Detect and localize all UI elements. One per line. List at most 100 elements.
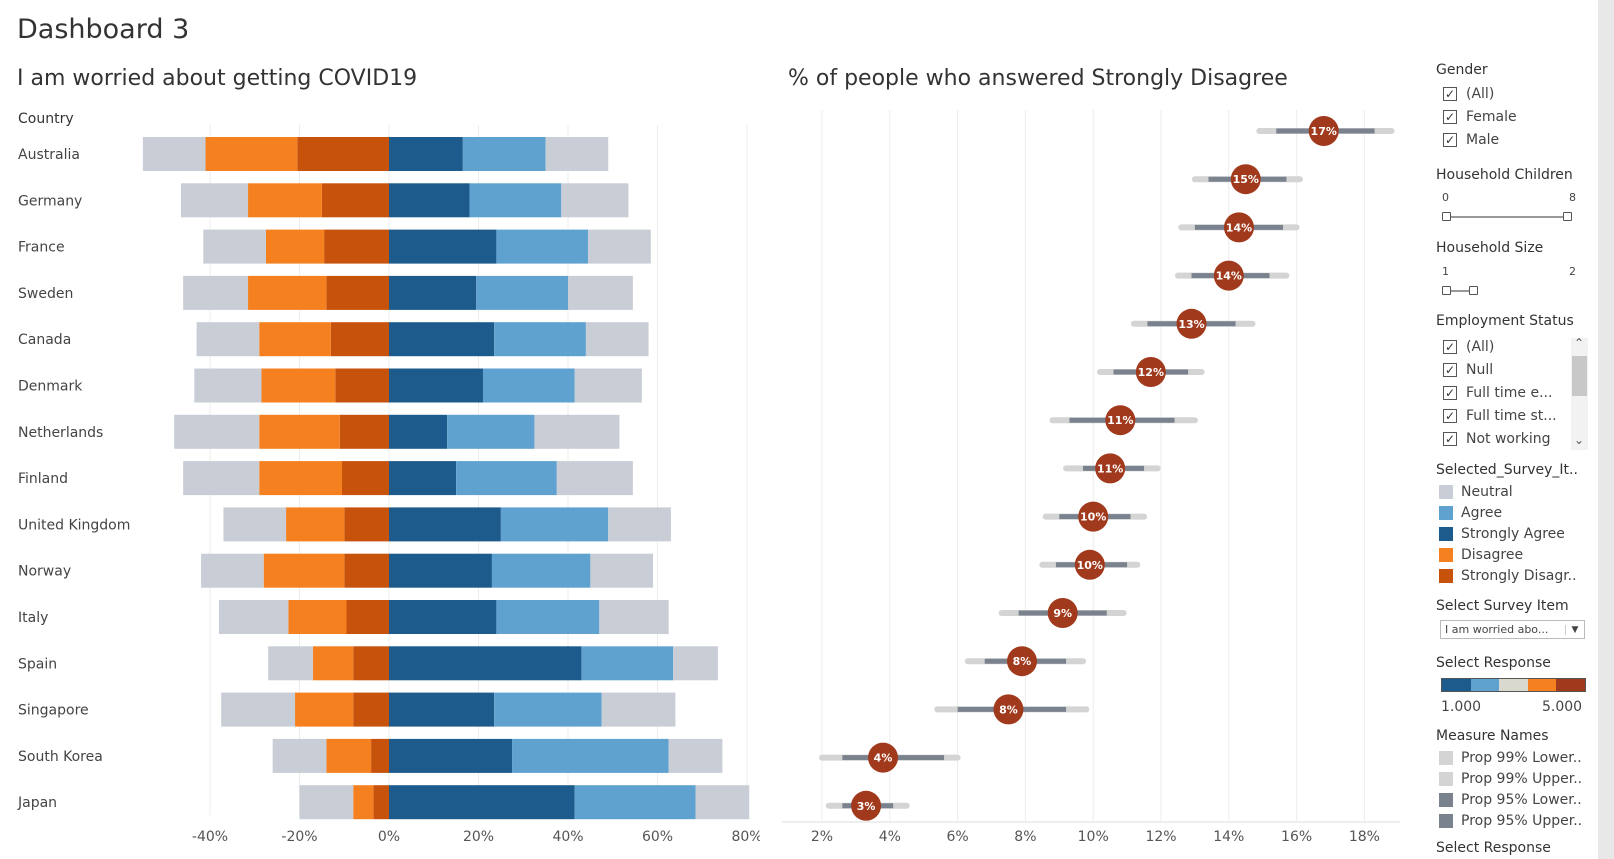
measure-item-prop99-upper[interactable]: Prop 99% Upper.. xyxy=(1439,769,1582,789)
bar-segment xyxy=(534,414,620,449)
checkbox-checked-icon[interactable]: ✓ xyxy=(1443,133,1457,147)
legend-item-agree[interactable]: Agree xyxy=(1439,503,1502,523)
checkbox-checked-icon[interactable]: ✓ xyxy=(1443,386,1457,400)
bar-segment xyxy=(389,322,495,357)
bar-segment xyxy=(248,183,322,218)
response-range-min: 1.000 xyxy=(1441,699,1482,715)
survey-item-dropdown[interactable]: I am worried abo... ▼ xyxy=(1440,620,1585,639)
bar-segment xyxy=(389,553,492,588)
bar-segment xyxy=(259,414,340,449)
x-tick-label: 20% xyxy=(463,829,494,845)
proportion-label: 9% xyxy=(1053,607,1072,620)
household-children-max-handle[interactable] xyxy=(1563,212,1572,221)
proportion-dot xyxy=(1213,260,1244,291)
household-size-min-handle[interactable] xyxy=(1442,286,1451,295)
bar-segment xyxy=(456,461,557,496)
proportion-dot xyxy=(851,790,882,821)
bar-segment xyxy=(248,275,327,310)
bar-segment xyxy=(259,461,343,496)
checkbox-checked-icon[interactable]: ✓ xyxy=(1443,340,1457,354)
bar-segment xyxy=(494,692,602,727)
right-chart-title: % of people who answered Strongly Disagr… xyxy=(788,66,1288,91)
employment-option-not-working[interactable]: ✓ Not working xyxy=(1443,431,1551,447)
bar-segment xyxy=(174,414,260,449)
checkbox-checked-icon[interactable]: ✓ xyxy=(1443,363,1457,377)
bar-segment xyxy=(389,600,497,634)
country-label: Germany xyxy=(18,193,82,209)
bar-segment xyxy=(321,183,389,218)
dropdown-arrow-icon[interactable]: ▼ xyxy=(1565,624,1584,635)
bar-segment xyxy=(180,183,249,218)
household-size-max-handle[interactable] xyxy=(1469,286,1478,295)
proportion-label: 15% xyxy=(1233,173,1259,186)
page-scrollbar[interactable] xyxy=(1598,0,1614,859)
legend-swatch xyxy=(1439,527,1453,541)
country-label: United Kingdom xyxy=(18,517,130,533)
gender-option-all[interactable]: ✓ (All) xyxy=(1443,86,1495,102)
employment-option-null[interactable]: ✓ Null xyxy=(1443,362,1494,378)
bar-segment xyxy=(330,322,389,357)
bar-segment xyxy=(326,275,389,310)
checkbox-checked-icon[interactable]: ✓ xyxy=(1443,110,1457,124)
x-tick-label: 10% xyxy=(1078,829,1109,845)
employment-scrollbar[interactable]: ⌃ ⌄ xyxy=(1571,336,1588,450)
country-label: Singapore xyxy=(18,703,89,719)
legend-item-neutral[interactable]: Neutral xyxy=(1439,482,1513,502)
bar-segment xyxy=(574,785,696,820)
employment-option-full-time-employed[interactable]: ✓ Full time e... xyxy=(1443,385,1553,401)
legend-item-strongly-disagree[interactable]: Strongly Disagr.. xyxy=(1439,566,1577,586)
proportion-dot xyxy=(1135,357,1166,387)
measure-item-prop95-upper[interactable]: Prop 95% Upper.. xyxy=(1439,811,1582,831)
bar-segment xyxy=(512,738,669,773)
employment-option-full-time-student[interactable]: ✓ Full time st... xyxy=(1443,408,1557,424)
bar-segment xyxy=(695,785,750,820)
household-size-slider-track[interactable] xyxy=(1446,290,1474,292)
country-label: Canada xyxy=(18,332,71,348)
household-children-min-handle[interactable] xyxy=(1442,212,1451,221)
bar-segment xyxy=(346,600,389,634)
x-tick-label: 60% xyxy=(642,829,673,845)
legend-item-strongly-agree[interactable]: Strongly Agree xyxy=(1439,524,1565,544)
gender-option-female[interactable]: ✓ Female xyxy=(1443,109,1517,125)
bar-segment xyxy=(183,275,249,310)
measure-item-prop99-lower[interactable]: Prop 99% Lower.. xyxy=(1439,748,1582,768)
checkbox-checked-icon[interactable]: ✓ xyxy=(1443,409,1457,423)
legend-item-disagree[interactable]: Disagree xyxy=(1439,545,1523,565)
bar-segment xyxy=(581,646,674,681)
legend-swatch xyxy=(1439,485,1453,499)
checkbox-checked-icon[interactable]: ✓ xyxy=(1443,432,1457,446)
dashboard-title: Dashboard 3 xyxy=(17,14,190,45)
bar-segment xyxy=(673,646,718,681)
bar-segment xyxy=(272,738,327,773)
employment-option-all[interactable]: ✓ (All) xyxy=(1443,339,1495,355)
household-children-slider-track[interactable] xyxy=(1446,216,1570,218)
response-range-max: 5.000 xyxy=(1542,699,1583,715)
country-label: Italy xyxy=(18,610,48,626)
proportion-label: 10% xyxy=(1080,511,1106,524)
proportion-dot xyxy=(1308,116,1339,146)
bar-segment xyxy=(142,137,206,171)
bar-segment xyxy=(494,322,586,357)
scrollbar-thumb[interactable] xyxy=(1572,356,1587,396)
scroll-up-icon[interactable]: ⌃ xyxy=(1574,336,1585,350)
response-color-ramp[interactable] xyxy=(1441,678,1586,692)
bar-segment xyxy=(668,738,723,773)
bar-segment xyxy=(263,553,345,588)
gender-option-male[interactable]: ✓ Male xyxy=(1443,132,1500,148)
legend-swatch xyxy=(1439,506,1453,520)
bar-segment xyxy=(491,553,591,588)
checkbox-checked-icon[interactable]: ✓ xyxy=(1443,87,1457,101)
country-label: Japan xyxy=(17,795,57,811)
country-column-header: Country xyxy=(18,111,74,127)
bar-segment xyxy=(389,137,463,171)
household-children-max: 8 xyxy=(1569,191,1576,204)
scroll-down-icon[interactable]: ⌄ xyxy=(1574,433,1585,447)
select-response-title: Select Response xyxy=(1436,655,1551,671)
country-label: Australia xyxy=(18,147,80,163)
proportion-dot xyxy=(1105,405,1136,436)
bar-segment xyxy=(353,785,374,820)
bar-segment xyxy=(462,137,546,171)
bar-segment xyxy=(286,507,345,542)
gender-filter-title: Gender xyxy=(1436,62,1488,78)
measure-item-prop95-lower[interactable]: Prop 95% Lower.. xyxy=(1439,790,1582,810)
